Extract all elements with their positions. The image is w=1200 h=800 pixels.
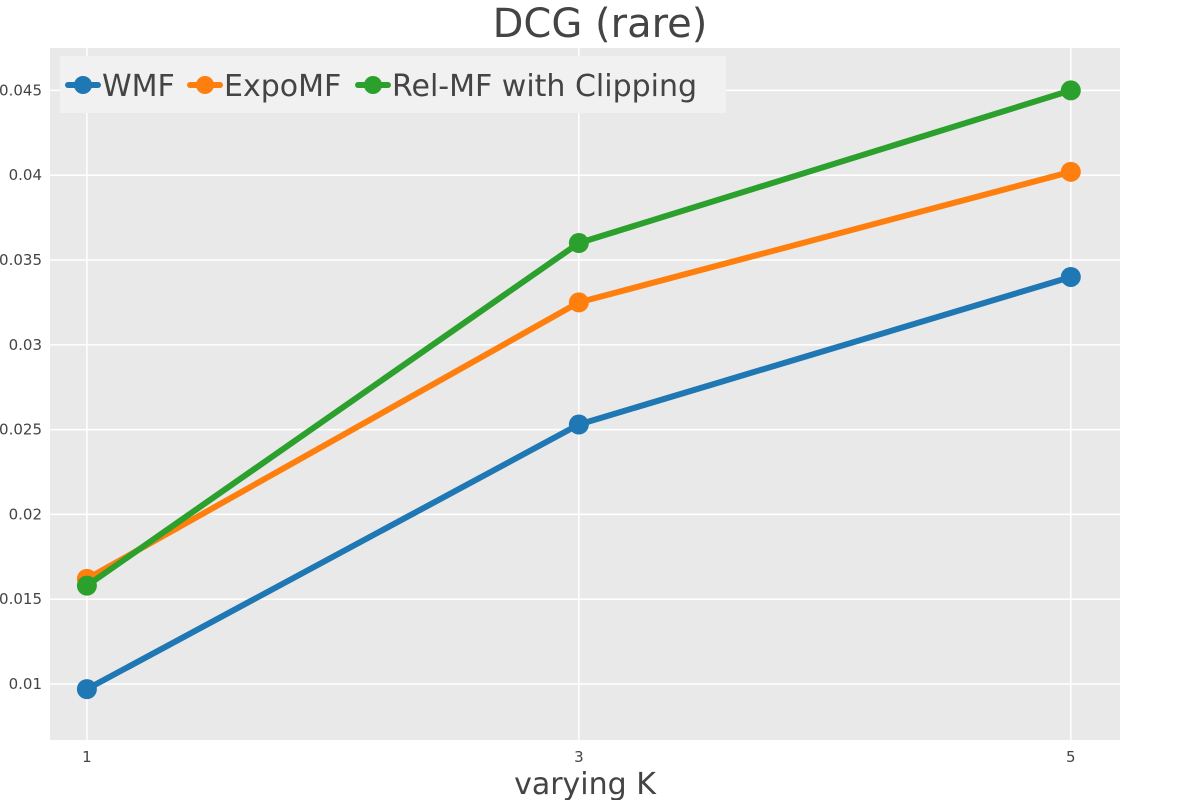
data-point-rel-mf-with-clipping[interactable] bbox=[76, 575, 97, 596]
legend-item-expomf[interactable]: ExpoMF bbox=[187, 69, 341, 104]
y-tick-label: 0.01 bbox=[9, 675, 42, 693]
data-point-rel-mf-with-clipping[interactable] bbox=[568, 233, 589, 254]
y-tick-label: 0.04 bbox=[9, 166, 42, 184]
legend[interactable]: WMF ExpoMF Rel-MF with Clipping bbox=[60, 56, 726, 113]
data-point-wmf[interactable] bbox=[1060, 266, 1081, 287]
x-tick-label: 5 bbox=[1066, 748, 1076, 766]
y-tick-label: 0.03 bbox=[9, 336, 42, 354]
plot-area bbox=[50, 48, 1120, 740]
chart-title: DCG (rare) bbox=[493, 1, 708, 47]
data-point-expomf[interactable] bbox=[1060, 161, 1081, 182]
legend-label: WMF bbox=[102, 69, 175, 104]
x-axis-ticks: 1 3 5 bbox=[82, 748, 1075, 766]
x-axis-title: varying K bbox=[514, 767, 657, 800]
data-point-wmf[interactable] bbox=[568, 414, 589, 435]
legend-swatch-marker bbox=[364, 76, 382, 94]
series-rel-mf-with-clipping bbox=[76, 80, 1081, 596]
y-tick-label: 0.025 bbox=[0, 421, 42, 439]
y-tick-label: 0.035 bbox=[0, 251, 42, 269]
y-tick-label: 0.02 bbox=[9, 505, 42, 523]
legend-label: Rel-MF with Clipping bbox=[392, 69, 697, 104]
legend-swatch-marker bbox=[196, 76, 214, 94]
y-tick-label: 0.015 bbox=[0, 590, 42, 608]
series-expomf bbox=[76, 161, 1081, 589]
legend-background bbox=[60, 56, 726, 113]
legend-label: ExpoMF bbox=[224, 69, 341, 104]
data-point-rel-mf-with-clipping[interactable] bbox=[1060, 80, 1081, 101]
data-point-expomf[interactable] bbox=[568, 292, 589, 313]
series-layer bbox=[76, 80, 1081, 700]
y-axis-ticks: 0.01 0.015 0.02 0.025 0.03 0.035 0.04 0.045 bbox=[0, 81, 42, 693]
legend-swatch-marker bbox=[74, 76, 92, 94]
x-tick-label: 3 bbox=[574, 748, 584, 766]
x-tick-label: 1 bbox=[82, 748, 92, 766]
legend-item-wmf[interactable]: WMF bbox=[65, 69, 175, 104]
y-tick-label: 0.045 bbox=[0, 81, 42, 99]
data-point-wmf[interactable] bbox=[76, 679, 97, 700]
legend-item-rel-mf-with-clipping[interactable]: Rel-MF with Clipping bbox=[355, 69, 697, 104]
series-wmf bbox=[76, 266, 1081, 700]
